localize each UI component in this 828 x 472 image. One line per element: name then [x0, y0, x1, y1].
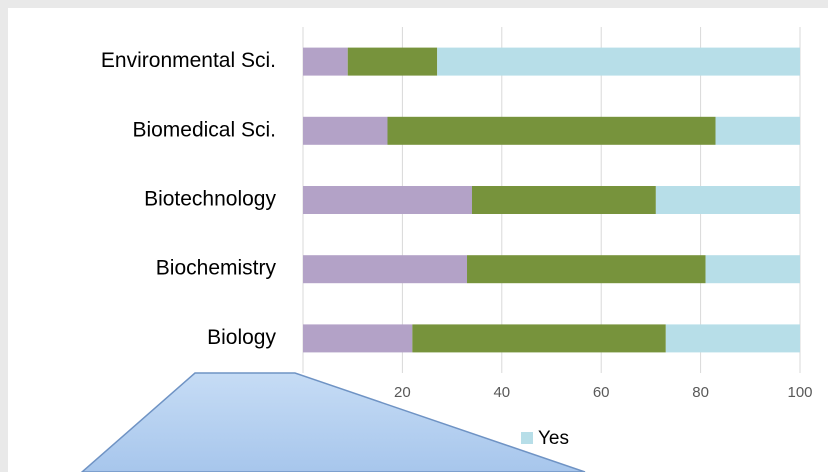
y-tick-label: Environmental Sci. — [101, 49, 276, 72]
bar-segment — [665, 324, 800, 353]
bar-segment — [303, 324, 413, 353]
x-tick-label: 60 — [593, 384, 610, 401]
y-tick-label: Biomedical Sci. — [132, 118, 276, 141]
bar-segment — [705, 255, 800, 284]
legend-label: Yes — [538, 428, 569, 449]
bar-segment — [467, 255, 706, 284]
callout — [80, 372, 586, 472]
legend-swatch — [521, 432, 533, 444]
bar-segment — [303, 116, 388, 145]
bar-segment — [347, 47, 438, 76]
bar-segment — [303, 255, 468, 284]
y-tick-label: Biology — [207, 326, 276, 349]
bar-segment — [715, 116, 800, 145]
plot: 020406080100Environmental Sci.Biomedical… — [101, 27, 813, 449]
y-tick-label: Biotechnology — [144, 188, 276, 211]
y-tick-label: Biochemistry — [156, 257, 277, 280]
x-tick-label: 40 — [493, 384, 510, 401]
bar-segment — [303, 47, 348, 76]
bar-segment — [303, 186, 472, 214]
chart-area — [8, 8, 828, 472]
bar-segment — [471, 186, 656, 214]
x-tick-label: 20 — [394, 384, 411, 401]
bar-segment — [655, 186, 800, 214]
x-tick-label: 80 — [692, 384, 709, 401]
x-tick-label: 100 — [787, 384, 812, 401]
bar-segment — [437, 47, 800, 76]
bar-segment — [387, 116, 716, 145]
bar-segment — [412, 324, 666, 353]
